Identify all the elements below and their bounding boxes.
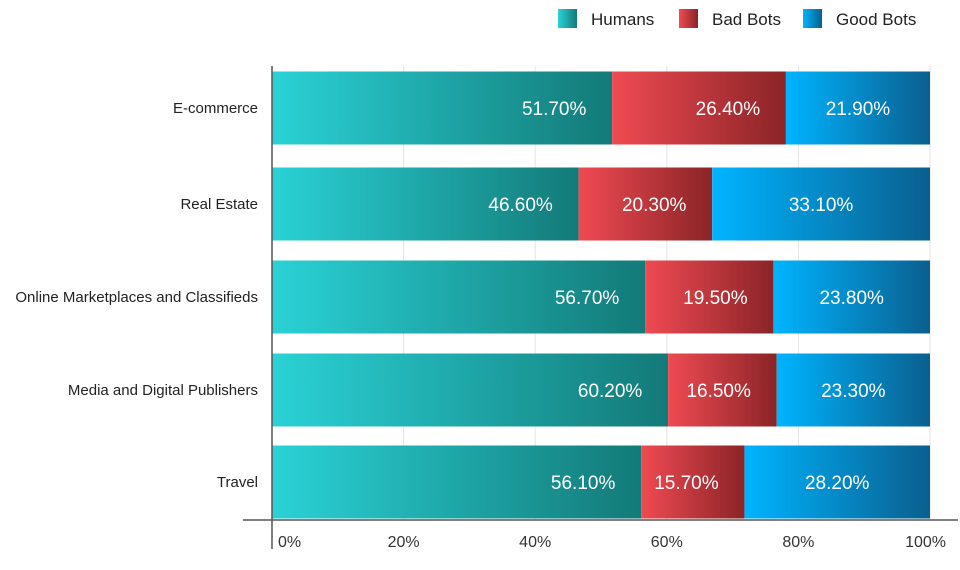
category-label-real-estate: Real Estate xyxy=(180,196,258,213)
data-label-media-and-digital-publishers-humans: 60.20% xyxy=(578,381,643,402)
legend-swatch-humans xyxy=(558,9,577,28)
bar-online-marketplaces-and-classifieds-bad-bots xyxy=(645,260,774,334)
legend-label-humans: Humans xyxy=(591,10,654,29)
data-label-media-and-digital-publishers-bad-bots: 16.50% xyxy=(686,381,751,402)
data-label-online-marketplaces-and-classifieds-good-bots: 23.80% xyxy=(819,288,884,309)
legend-swatch-bad-bots xyxy=(679,9,698,28)
data-label-e-commerce-good-bots: 21.90% xyxy=(826,99,891,120)
bars: 51.70% 26.40% 21.90% 46.60% 20.30% 33.10% 56.7… xyxy=(272,71,930,519)
bar-real-estate-bad-bots xyxy=(578,167,713,241)
bar-media-and-digital-publishers-humans xyxy=(272,353,669,427)
bar-travel-humans xyxy=(272,445,642,519)
data-label-e-commerce-humans: 51.70% xyxy=(522,99,587,120)
category-label-e-commerce: E-commerce xyxy=(173,100,258,117)
x-tick-label-0: 0% xyxy=(278,534,301,551)
bar-e-commerce-good-bots xyxy=(785,71,930,145)
data-label-online-marketplaces-and-classifieds-humans: 56.70% xyxy=(555,288,620,309)
x-tick-label-100: 100% xyxy=(905,534,946,551)
data-label-e-commerce-bad-bots: 26.40% xyxy=(696,99,761,120)
data-label-online-marketplaces-and-classifieds-bad-bots: 19.50% xyxy=(683,288,748,309)
bar-e-commerce-bad-bots xyxy=(612,71,786,145)
data-label-real-estate-humans: 46.60% xyxy=(488,195,553,216)
bar-media-and-digital-publishers-bad-bots xyxy=(668,353,777,427)
data-label-real-estate-bad-bots: 20.30% xyxy=(622,195,687,216)
legend-label-good-bots: Good Bots xyxy=(836,10,916,29)
bar-media-and-digital-publishers-good-bots xyxy=(776,353,930,427)
x-tick-label-20: 20% xyxy=(388,534,420,551)
data-label-media-and-digital-publishers-good-bots: 23.30% xyxy=(821,381,886,402)
data-label-travel-bad-bots: 15.70% xyxy=(654,473,719,494)
bar-real-estate-humans xyxy=(272,167,579,241)
bar-travel-bad-bots xyxy=(641,445,745,519)
bar-online-marketplaces-and-classifieds-good-bots xyxy=(773,260,930,334)
bar-online-marketplaces-and-classifieds-humans xyxy=(272,260,646,334)
x-tick-label-40: 40% xyxy=(519,534,551,551)
category-label-online-marketplaces-and-classifieds: Online Marketplaces and Classifieds xyxy=(15,289,258,306)
x-tick-label-60: 60% xyxy=(651,534,683,551)
legend: Humans Bad Bots Good Bots xyxy=(558,9,916,29)
legend-swatch-good-bots xyxy=(803,9,822,28)
legend-label-bad-bots: Bad Bots xyxy=(712,10,781,29)
category-label-travel: Travel xyxy=(217,474,258,491)
data-label-travel-good-bots: 28.20% xyxy=(805,473,870,494)
bar-travel-good-bots xyxy=(744,445,930,519)
bar-e-commerce-humans xyxy=(272,71,613,145)
axes: E-commerce Real Estate Online Marketplaces… xyxy=(15,66,958,551)
category-label-media-and-digital-publishers: Media and Digital Publishers xyxy=(68,382,258,399)
data-label-travel-humans: 56.10% xyxy=(551,473,616,494)
data-label-real-estate-good-bots: 33.10% xyxy=(789,195,854,216)
bar-real-estate-good-bots xyxy=(712,167,930,241)
x-tick-label-80: 80% xyxy=(782,534,814,551)
